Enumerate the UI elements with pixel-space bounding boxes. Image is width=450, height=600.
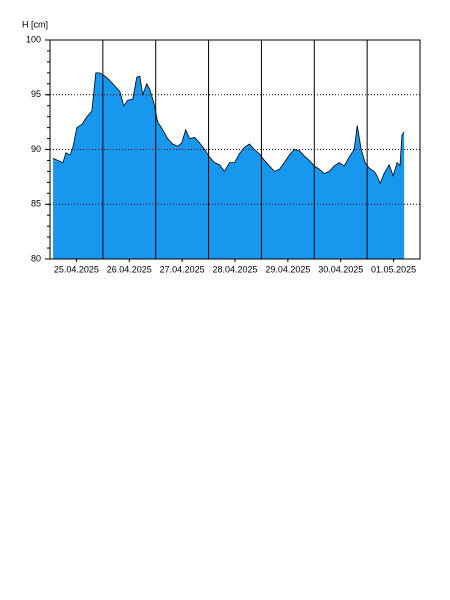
- line: [52, 72, 405, 185]
- x-tick-label: 01.05.2025: [371, 264, 416, 274]
- y-axis-label: H [cm]: [22, 19, 48, 29]
- y-tick-label: 80: [31, 253, 41, 263]
- x-tick-label: 28.04.2025: [212, 264, 257, 274]
- y-tick-label: 85: [31, 199, 41, 209]
- y-tick-label: 100: [26, 34, 41, 44]
- x-tick-label: 25.04.2025: [54, 264, 99, 274]
- y-tick-label: 95: [31, 89, 41, 99]
- x-tick-label: 30.04.2025: [318, 264, 363, 274]
- y-tick-label: 90: [31, 144, 41, 154]
- x-tick-label: 26.04.2025: [107, 264, 152, 274]
- x-tick-label: 27.04.2025: [160, 264, 205, 274]
- area: [53, 72, 405, 259]
- x-tick-label: 29.04.2025: [265, 264, 310, 274]
